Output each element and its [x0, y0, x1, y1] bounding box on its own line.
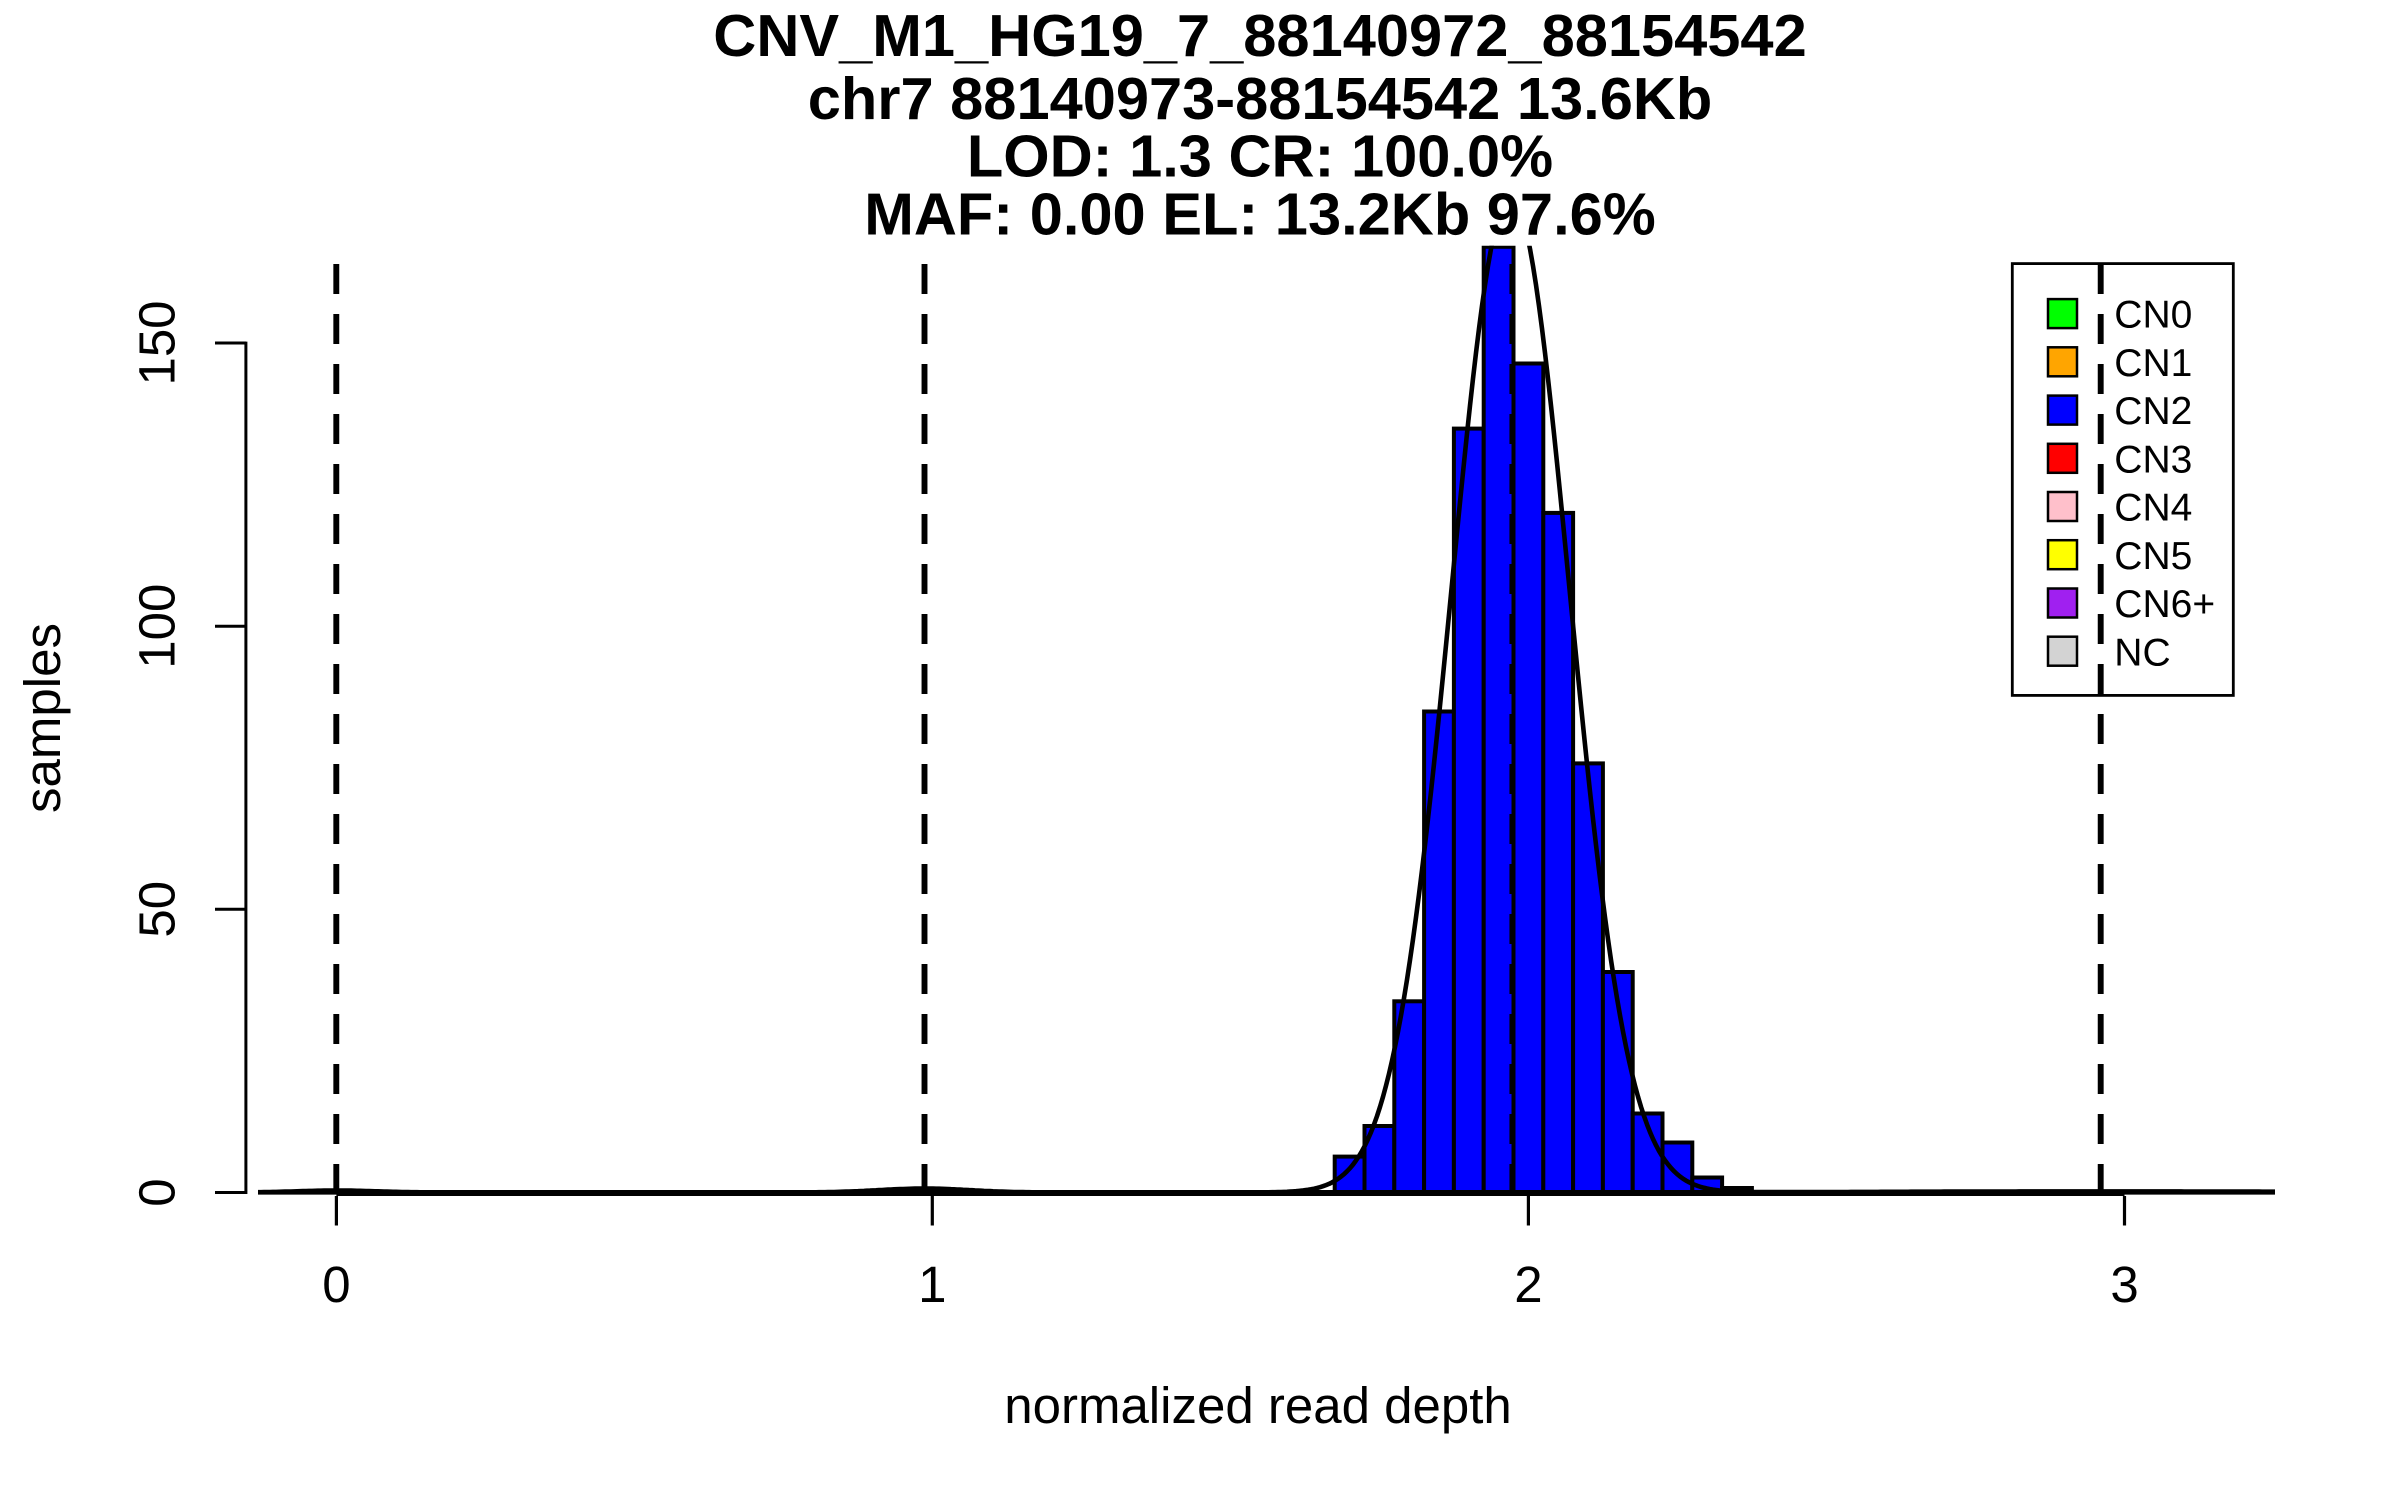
svg-text:0: 0: [322, 1256, 350, 1313]
svg-text:3: 3: [2110, 1256, 2138, 1313]
svg-text:normalized read depth: normalized read depth: [1004, 1377, 1512, 1434]
svg-text:CN3: CN3: [2114, 438, 2192, 481]
svg-text:CN1: CN1: [2114, 342, 2192, 385]
svg-text:CN2: CN2: [2114, 390, 2192, 433]
svg-text:150: 150: [129, 300, 186, 385]
svg-text:CN4: CN4: [2114, 487, 2192, 530]
svg-text:MAF: 0.00 EL: 13.2Kb 97.6%: MAF: 0.00 EL: 13.2Kb 97.6%: [864, 181, 1656, 248]
svg-text:LOD: 1.3 CR: 100.0%: LOD: 1.3 CR: 100.0%: [967, 123, 1553, 190]
svg-text:0: 0: [129, 1178, 186, 1206]
svg-text:chr7 88140973-88154542 13.6Kb: chr7 88140973-88154542 13.6Kb: [808, 65, 1713, 132]
svg-text:CN5: CN5: [2114, 535, 2192, 578]
svg-text:CN0: CN0: [2114, 294, 2192, 337]
svg-text:CN6+: CN6+: [2114, 583, 2215, 626]
svg-text:samples: samples: [14, 623, 71, 813]
svg-text:1: 1: [918, 1256, 946, 1313]
svg-text:50: 50: [129, 881, 186, 938]
svg-text:CNV_M1_HG19_7_88140972_8815454: CNV_M1_HG19_7_88140972_88154542: [713, 2, 1806, 69]
svg-text:NC: NC: [2114, 631, 2170, 674]
svg-text:100: 100: [129, 584, 186, 669]
svg-text:2: 2: [1514, 1256, 1542, 1313]
